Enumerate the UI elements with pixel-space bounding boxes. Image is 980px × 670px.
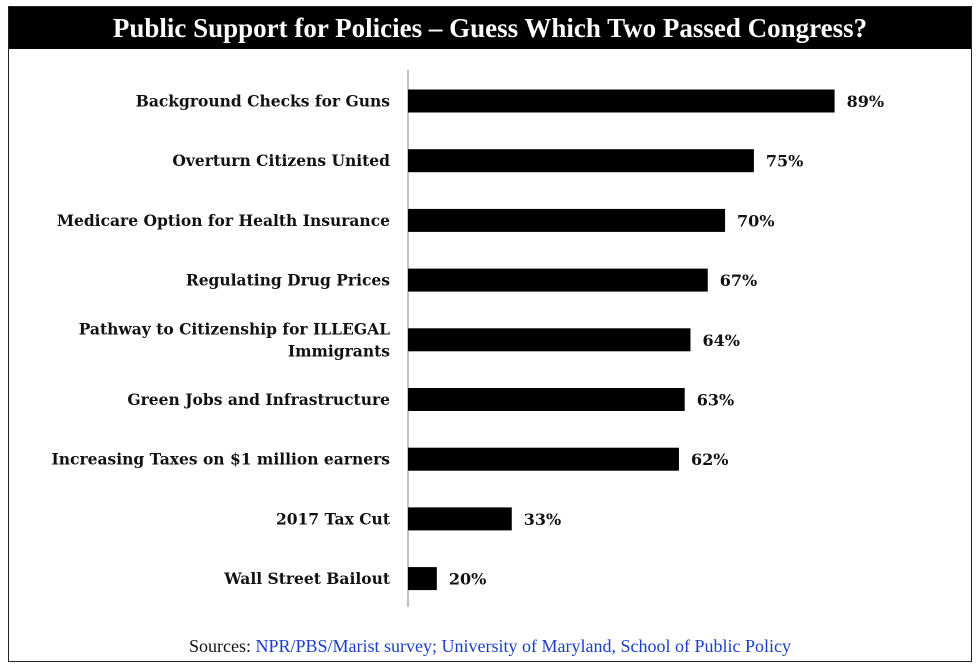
sources-note: Sources: NPR/PBS/Marist survey; Universi… [0, 636, 980, 657]
data-label: 75% [766, 152, 803, 171]
bar [408, 208, 726, 232]
data-label: 63% [697, 391, 734, 410]
bar [408, 149, 754, 173]
category-label: Green Jobs and Infrastructure [127, 390, 390, 409]
data-label: 64% [702, 331, 739, 350]
bar [408, 268, 708, 292]
bars-group: 89% Background Checks for Guns 75% Overturn… [52, 89, 884, 591]
category-label: Overturn Citizens United [172, 151, 390, 170]
category-label: 2017 Tax Cut [276, 509, 391, 528]
category-label: Pathway to Citizenship for ILLEGAL [79, 319, 390, 338]
data-label: 62% [691, 450, 728, 469]
bar [408, 89, 835, 113]
category-label: Background Checks for Guns [136, 92, 391, 111]
bar [408, 328, 691, 352]
chart-frame: Public Support for Policies – Guess Whic… [8, 6, 972, 662]
category-label: Medicare Option for Health Insurance [57, 211, 390, 230]
category-label: Wall Street Bailout [223, 569, 391, 588]
data-label: 67% [720, 271, 757, 290]
data-label: 33% [524, 510, 561, 529]
category-label: Immigrants [288, 341, 390, 360]
data-label: 89% [847, 92, 884, 111]
bar [408, 507, 512, 531]
category-label: Regulating Drug Prices [186, 271, 390, 290]
sources-link[interactable]: NPR/PBS/Marist survey; University of Mar… [255, 636, 792, 656]
sources-prefix: Sources: [189, 636, 256, 656]
bar [408, 447, 679, 471]
bar [408, 388, 685, 411]
chart-title: Public Support for Policies – Guess Whic… [9, 7, 971, 49]
bar [408, 567, 437, 591]
data-label: 70% [737, 211, 774, 230]
category-label: Increasing Taxes on $1 million earners [52, 450, 391, 469]
data-label: 20% [449, 570, 486, 589]
